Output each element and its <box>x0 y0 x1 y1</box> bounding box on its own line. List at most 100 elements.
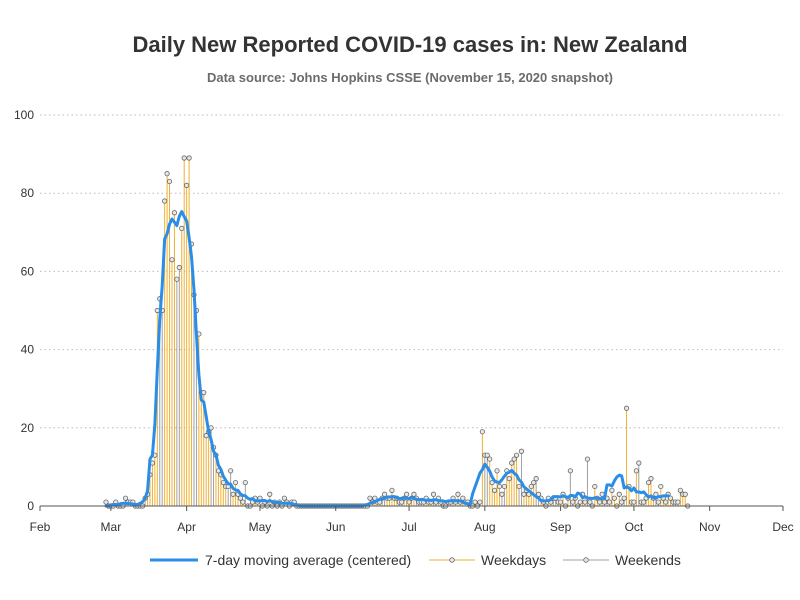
weekday-point <box>528 483 534 490</box>
weekday-point <box>509 460 515 466</box>
weekday-point <box>186 155 192 161</box>
weekday-point <box>184 182 190 188</box>
weekend-point <box>174 276 180 282</box>
legend-marker-weekends <box>583 557 589 563</box>
legend-marker-weekdays <box>449 557 455 563</box>
x-tick-label: Oct <box>625 520 644 534</box>
weekday-point <box>631 499 637 505</box>
weekday-point <box>166 178 173 185</box>
weekend-point <box>176 264 182 271</box>
weekday-point <box>491 487 498 493</box>
legend-label-moving-average: 7-day moving average (centered) <box>205 552 411 568</box>
weekday-point <box>648 476 654 482</box>
x-tick-label: Dec <box>772 520 793 534</box>
legend-item-moving-average: 7-day moving average (centered) <box>150 552 411 568</box>
weekend-point <box>516 483 522 490</box>
daily-case-bars <box>105 158 686 506</box>
legend-item-weekdays: Weekdays <box>429 552 546 568</box>
weekday-point <box>494 468 500 474</box>
weekend-point <box>399 499 405 505</box>
weekend-point <box>499 491 505 497</box>
legend-item-weekends: Weekends <box>563 552 681 568</box>
weekday-point <box>281 495 288 501</box>
weekday-point <box>230 491 236 497</box>
weekend-point <box>242 479 248 486</box>
y-axis-ticks: 0 20 40 60 80 100 <box>14 108 34 513</box>
weekday-point <box>663 499 669 505</box>
weekday-point <box>577 499 583 505</box>
weekday-point <box>609 487 615 493</box>
weekday-point <box>506 476 512 482</box>
weekend-point <box>533 476 539 482</box>
weekday-point <box>240 499 246 505</box>
weekend-point <box>567 468 573 474</box>
y-tick-label: 0 <box>27 499 34 513</box>
weekday-point <box>582 499 588 505</box>
weekday-point <box>164 171 170 177</box>
weekend-point <box>621 495 627 501</box>
weekday-point <box>675 499 681 505</box>
weekday-point <box>162 198 168 204</box>
weekday-point <box>460 495 466 501</box>
weekday-point <box>220 479 226 486</box>
y-tick-label: 60 <box>21 264 35 278</box>
x-tick-label: May <box>249 520 272 534</box>
moving-average-line <box>104 210 670 508</box>
weekday-point <box>389 487 395 493</box>
weekend-point <box>601 499 608 505</box>
weekday-point <box>521 491 527 497</box>
weekday-point <box>237 495 244 501</box>
weekday-point <box>232 479 239 486</box>
weekday-point <box>171 210 178 216</box>
weekend-point <box>430 491 437 497</box>
weekday-point <box>169 257 175 263</box>
x-tick-label: Jun <box>326 520 345 534</box>
weekday-point <box>667 495 674 501</box>
y-tick-label: 80 <box>21 186 35 200</box>
weekday-point <box>455 491 461 497</box>
weekday-point <box>641 499 647 505</box>
weekday-point <box>531 479 537 486</box>
weekday-point <box>404 491 410 497</box>
legend-label-weekends: Weekends <box>615 552 681 568</box>
weekday-point <box>677 487 683 493</box>
weekday-point <box>616 491 622 497</box>
weekend-point <box>587 499 593 505</box>
x-tick-label: Sep <box>550 520 572 534</box>
weekend-point <box>122 495 129 501</box>
x-tick-label: Mar <box>101 520 122 534</box>
legend: 7-day moving average (centered) Weekdays… <box>150 552 681 568</box>
y-tick-label: 100 <box>14 108 34 122</box>
weekday-point <box>623 405 630 411</box>
weekday-point <box>103 499 109 505</box>
weekday-point <box>606 499 613 505</box>
weekend-point <box>570 499 576 505</box>
weekend-point <box>382 491 388 497</box>
weekday-point <box>411 491 417 497</box>
weekday-point <box>557 499 564 505</box>
weekend-point <box>228 468 234 474</box>
weekday-point <box>479 429 485 435</box>
weekday-point <box>367 495 373 501</box>
weekday-point <box>645 479 652 486</box>
weekday-point <box>597 499 603 505</box>
weekday-point <box>633 468 639 474</box>
weekend-point <box>655 499 661 505</box>
weekend-point <box>636 460 642 466</box>
weekday-point <box>181 155 187 161</box>
weekday-point <box>682 491 688 497</box>
weekend-point <box>484 452 490 458</box>
weekday-point <box>477 499 483 505</box>
weekend-point <box>619 499 625 505</box>
y-gridlines <box>40 114 783 429</box>
x-tick-label: Apr <box>177 520 196 534</box>
legend-label-weekdays: Weekdays <box>481 552 546 568</box>
x-tick-label: Aug <box>474 520 495 534</box>
chart-title: Daily New Reported COVID-19 cases in: Ne… <box>132 32 687 57</box>
y-tick-label: 20 <box>21 421 35 435</box>
x-tick-label: Feb <box>30 520 51 534</box>
x-tick-label: Nov <box>699 520 720 534</box>
weekday-point <box>179 225 185 231</box>
weekday-point <box>511 456 517 462</box>
